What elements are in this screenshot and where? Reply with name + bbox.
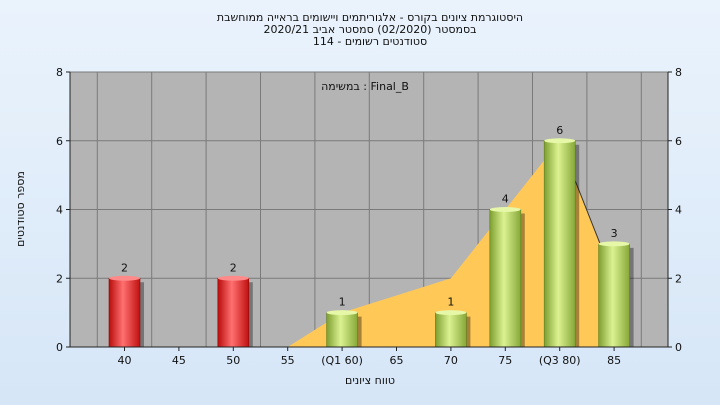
x-tick-label: 55 [281, 354, 295, 367]
x-tick-label: 45 [172, 354, 186, 367]
bar [598, 243, 630, 348]
bar [435, 312, 467, 348]
bar-series [108, 138, 634, 348]
x-tick-label: 85 [607, 354, 621, 367]
y-tick-label: 2 [675, 272, 682, 285]
y-tick-label: 8 [56, 66, 63, 79]
x-tick-label: 70 [444, 354, 458, 367]
chart-title-line-3: סטודנטים רשומים - 114 [313, 35, 427, 48]
bar [217, 277, 250, 348]
bar-data-label: 1 [339, 296, 346, 309]
bar [108, 277, 141, 348]
bar-data-label: 2 [230, 261, 237, 274]
bar-data-label: 6 [556, 124, 563, 137]
bar-data-label: 1 [447, 296, 454, 309]
bar-cap [326, 310, 358, 316]
y-tick-label: 6 [675, 135, 682, 148]
bar-data-labels: 2 2 1 1 4 6 3 [121, 124, 618, 309]
y-axis-label: מספר סטודנטים [14, 171, 27, 247]
bar-cap [217, 275, 249, 281]
chart-title: היסטוגרמת ציונים בקורס - אלגוריתמים וייש… [217, 11, 523, 48]
bar [543, 140, 576, 348]
y-tick-label: 4 [56, 204, 63, 217]
x-axis-label: טווח ציונים [345, 374, 395, 387]
chart-title-line-1: היסטוגרמת ציונים בקורס - אלגוריתמים וייש… [217, 11, 523, 24]
bar-data-label: 4 [502, 193, 509, 206]
y-tick-label: 6 [56, 135, 63, 148]
x-tick-label: 40 [118, 354, 132, 367]
x-axis-ticks: 40 45 50 55 (Q1 60) 65 70 75 (Q3 80) 85 [118, 347, 621, 367]
bar [489, 209, 522, 348]
bar-cap [544, 138, 576, 144]
y-axis-right-ticks: 0 2 4 6 8 [668, 66, 682, 354]
bar [326, 312, 358, 348]
y-tick-label: 0 [56, 341, 63, 354]
y-tick-label: 2 [56, 272, 63, 285]
chart-title-line-2: בסמסטר (02/2020) סמסטר אביב 2020/21 [263, 23, 476, 36]
bar-data-label: 2 [121, 261, 128, 274]
x-tick-label: 50 [226, 354, 240, 367]
x-tick-label: 65 [390, 354, 404, 367]
y-tick-label: 4 [675, 204, 682, 217]
cumulative-area [287, 140, 615, 347]
x-tick-label: (Q3 80) [539, 354, 581, 367]
task-annotation: במשימה : Final_B [321, 80, 409, 93]
x-tick-label: 75 [498, 354, 512, 367]
bar-cap [109, 275, 140, 281]
bar-data-label: 3 [611, 227, 618, 240]
bar-cap [598, 241, 630, 247]
y-tick-label: 8 [675, 66, 682, 79]
x-tick-label: (Q1 60) [321, 354, 363, 367]
bar-cap [489, 207, 521, 212]
y-tick-label: 0 [675, 341, 682, 354]
y-axis-left-ticks: 0 2 4 6 8 [56, 66, 70, 354]
bar-cap [435, 310, 467, 316]
